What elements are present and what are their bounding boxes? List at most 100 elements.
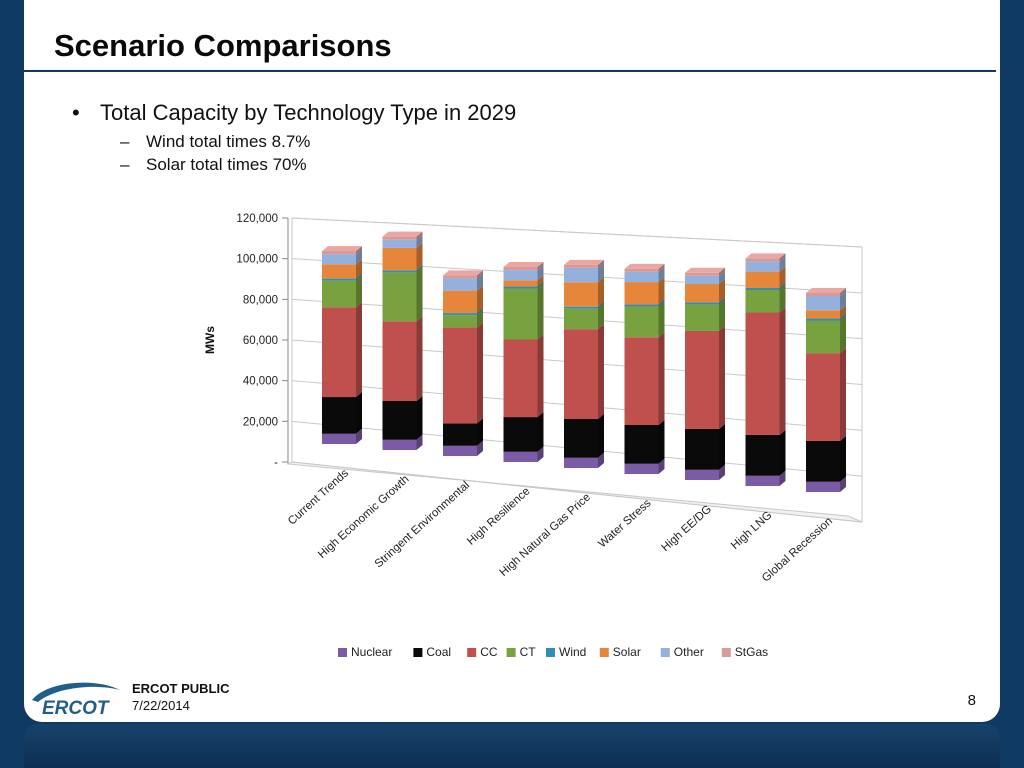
legend-swatch-wind <box>546 648 555 657</box>
bar-segment-ct <box>322 280 356 308</box>
bar-segment-cc <box>322 307 356 398</box>
sub-bullet-text: Wind total times 8.7% <box>146 132 311 151</box>
bar-segment-side <box>477 308 483 316</box>
bar-segment-side <box>416 234 423 248</box>
bar-segment-side <box>537 265 544 281</box>
bar-segment-side <box>779 266 786 288</box>
bar-segment-coal <box>443 423 477 446</box>
bar-segment-ct <box>443 315 477 328</box>
bar-segment-side <box>416 267 423 322</box>
ercot-logo: ERCOT <box>32 682 120 718</box>
bar-segment-ct <box>564 308 598 330</box>
bar-segment-side <box>416 231 423 240</box>
footer-label: ERCOT PUBLIC <box>132 681 230 696</box>
bar-segment-side <box>598 303 604 330</box>
bar-segment-side <box>598 277 604 307</box>
bar-segment-other <box>503 270 538 281</box>
bar-top <box>564 259 604 265</box>
bar-segment-side <box>840 291 846 311</box>
bar-segment-solar <box>564 282 598 307</box>
legend-label-ct: CT <box>520 645 537 659</box>
bar-segment-other <box>322 254 356 265</box>
bar-segment-side <box>719 325 725 429</box>
bar-segment-wind <box>624 304 659 307</box>
bar-segment-side <box>719 267 725 276</box>
y-axis-title: MWs <box>203 326 217 354</box>
main-bullet: • Total Capacity by Technology Type in 2… <box>72 100 516 126</box>
bar-segment-side <box>779 282 786 290</box>
bar-segment-cc <box>685 330 719 429</box>
bar-segment-other <box>564 267 598 283</box>
footer-date: 7/22/2014 <box>132 698 190 713</box>
bar-segment-other <box>443 278 477 291</box>
bar-segment-nuclear <box>806 481 840 492</box>
bar-segment-cc <box>745 312 780 435</box>
bar-top <box>624 263 665 269</box>
bar-segment-side <box>416 396 423 440</box>
bar-segment-nuclear <box>745 475 780 486</box>
bar-segment-ct <box>503 288 538 340</box>
bar-segment-ct <box>624 306 659 338</box>
bar-segment-side <box>719 297 725 305</box>
y-tick-label: 60,000 <box>243 335 278 347</box>
bar-segment-coal <box>503 417 538 452</box>
slide-title: Scenario Comparisons <box>54 28 392 63</box>
bar-segment-side <box>719 464 725 480</box>
legend-swatch-coal <box>413 648 423 657</box>
bar-segment-coal <box>564 419 598 458</box>
bar-segment-side <box>537 446 544 462</box>
x-tick-label: Current Trends <box>286 467 351 527</box>
bar-segment-side <box>416 316 423 401</box>
main-bullet-text: Total Capacity by Technology Type in 202… <box>100 100 517 125</box>
bar-segment-side <box>658 301 665 338</box>
slide: Scenario Comparisons • Total Capacity by… <box>24 0 1000 722</box>
legend-label-solar: Solar <box>613 645 641 659</box>
y-tick-label: 120,000 <box>236 213 278 225</box>
bar-segment-solar <box>443 290 477 314</box>
bar-segment-solar <box>382 247 417 271</box>
bar-segment-stgas <box>745 258 780 262</box>
bar-segment-side <box>477 285 483 314</box>
sub-bullet-dash: – <box>120 132 130 151</box>
bar-segment-solar <box>685 284 719 303</box>
bar-segment-stgas <box>806 292 840 296</box>
bar-segment-side <box>416 265 423 273</box>
bar-segment-side <box>356 259 362 279</box>
bar-segment-ct <box>806 320 840 354</box>
bar-segment-solar <box>322 264 356 279</box>
bar-segment-side <box>719 270 725 284</box>
bar-segment-wind <box>685 302 719 305</box>
bar-segment-nuclear <box>503 451 538 462</box>
chart-svg: - 20,000 40,000 60,000 80,000 100,000 120,000 M… <box>203 213 863 659</box>
y-tick-label: 40,000 <box>243 376 278 388</box>
legend-label-nuclear: Nuclear <box>351 645 392 659</box>
bar-segment-wind <box>382 270 417 273</box>
bar-segment-ct <box>685 304 719 331</box>
bar-segment-side <box>779 256 786 272</box>
legend-label-stgas: StGas <box>735 645 768 659</box>
bar-segment-cc <box>806 353 840 441</box>
legend-label-other: Other <box>674 645 704 659</box>
bar-segment-side <box>779 253 786 262</box>
legend-swatch-other <box>660 648 670 657</box>
bar-segment-side <box>356 275 362 308</box>
bar-segment-cc <box>382 321 417 401</box>
bar-segment-ct <box>745 290 780 313</box>
bar-segment-wind <box>443 313 477 316</box>
bar-segment-stgas <box>443 275 477 279</box>
bar-top <box>745 253 786 259</box>
bar-segment-side <box>840 287 846 296</box>
legend-swatch-ct <box>506 648 516 657</box>
bar-segment-side <box>416 434 423 450</box>
title-rule <box>24 70 996 72</box>
bar-segment-side <box>537 275 544 287</box>
bar-segment-side <box>356 249 362 265</box>
bar-segment-stgas <box>322 251 356 255</box>
bar-top <box>443 270 483 276</box>
x-tick-label: High Resilience <box>465 485 532 547</box>
bar-segment-stgas <box>503 267 538 271</box>
bar-top <box>806 287 846 293</box>
bottom-bar <box>24 724 1000 768</box>
bar-segment-side <box>537 283 544 340</box>
bar-segment-other <box>685 275 719 284</box>
